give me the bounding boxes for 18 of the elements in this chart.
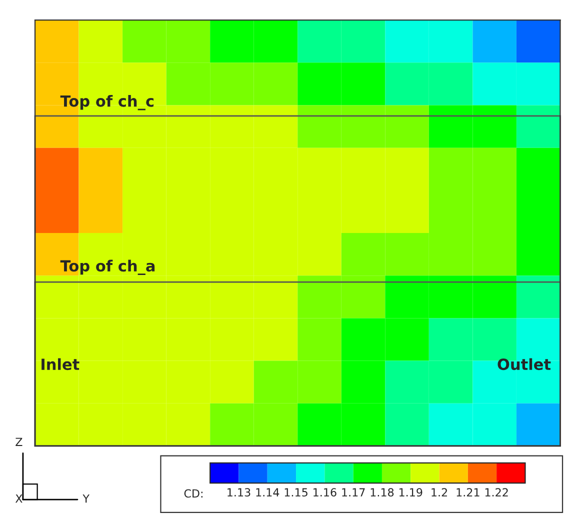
color-bar-label: 1.2 xyxy=(432,488,447,496)
color-bar-label: 1.14 xyxy=(256,488,280,496)
annotation: Top of ch_c xyxy=(60,95,154,110)
color-bar-label: 1.21 xyxy=(456,488,480,496)
color-bar-label: 1.18 xyxy=(370,488,394,497)
color-bar-title: CD: xyxy=(184,489,202,498)
color-bar-label: 1.15 xyxy=(284,488,308,497)
text: Y xyxy=(82,494,90,503)
color-bar-label: 1.17 xyxy=(342,488,365,496)
annotation: Outlet xyxy=(498,358,551,370)
color-bar-label: 1.13 xyxy=(228,488,250,497)
color-bar-label: 1.22 xyxy=(485,488,508,496)
annotation: Top of ch_a xyxy=(60,260,155,276)
text: X xyxy=(15,494,22,503)
color-bar-label: 1.16 xyxy=(314,488,336,497)
text: Z xyxy=(16,438,22,446)
annotation: Inlet xyxy=(42,358,80,370)
color-bar-label: 1.19 xyxy=(399,488,422,497)
